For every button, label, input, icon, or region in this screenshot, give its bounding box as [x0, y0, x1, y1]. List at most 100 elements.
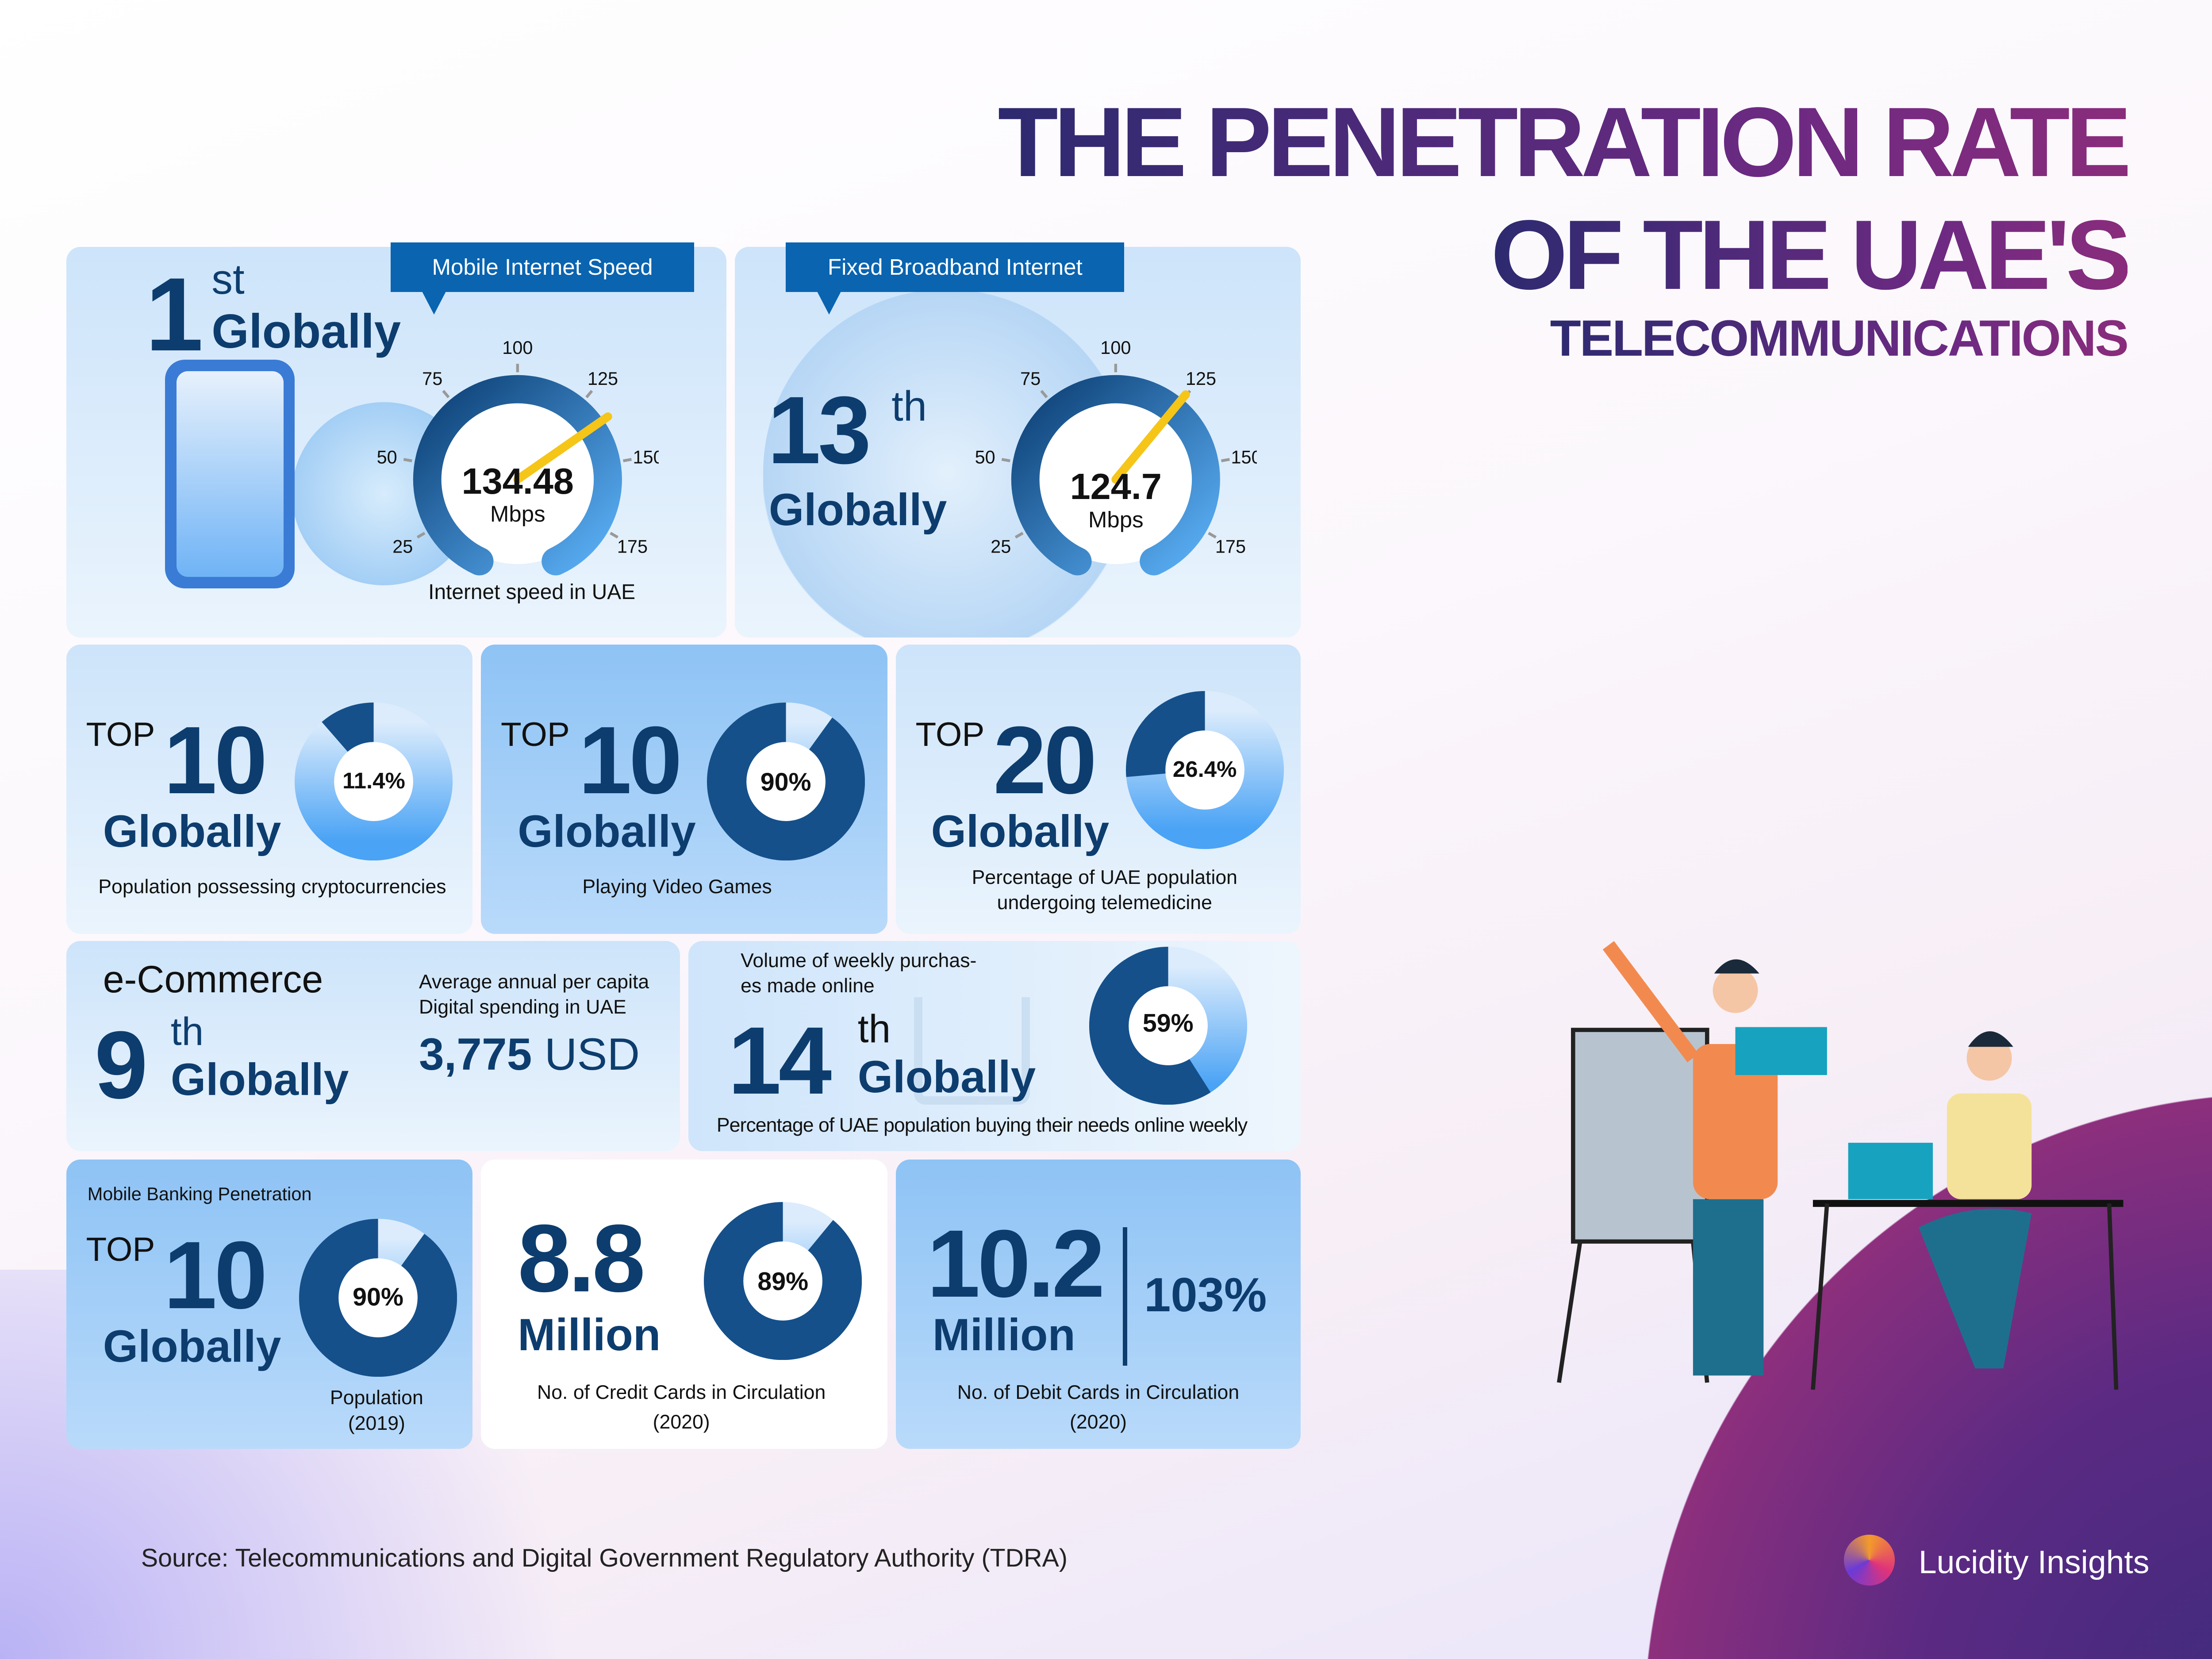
cart-icon	[914, 997, 1030, 1105]
speed-value: 134.48	[461, 460, 574, 502]
globally-label: Globally	[931, 806, 1110, 856]
card-crypto: TOP 10 Globally 11.4% Population possess…	[66, 645, 473, 934]
gauge-tick-label: 100	[1101, 337, 1131, 358]
rank-number: 1	[145, 256, 204, 373]
donut-label: 90%	[353, 1283, 403, 1311]
donut-chart	[1125, 691, 1284, 849]
spend-unit: USD	[544, 1029, 640, 1079]
donut-chart	[1089, 946, 1247, 1105]
donut-chart	[295, 703, 453, 861]
rank-number: 9	[94, 1011, 148, 1118]
globally-label: Globally	[170, 1054, 349, 1105]
caption: Population possessing cryptocurrencies	[98, 876, 446, 898]
globally-label: Globally	[103, 1321, 281, 1371]
donut-label: 26.4%	[1172, 757, 1237, 782]
gauge-needle	[1111, 390, 1190, 484]
gauge-tick-label: 175	[617, 536, 648, 557]
caption: Playing Video Games	[582, 876, 772, 898]
caption-line: (2020)	[653, 1411, 710, 1433]
caption: No. of Debit Cards in Circulation (2020)	[896, 1378, 1301, 1437]
caption: Percentage of UAE population buying thei…	[716, 1114, 1248, 1137]
donut-hole	[1165, 730, 1244, 810]
weekly-label: Volume of weekly purchas- es made online	[741, 948, 976, 999]
caption-line: Population	[330, 1387, 423, 1409]
donut-segment	[707, 703, 865, 861]
debit-percent: 103%	[1144, 1267, 1267, 1321]
gauge-tick-label: 75	[422, 368, 443, 389]
ecommerce-label: e-Commerce	[103, 958, 323, 1001]
donut-segment	[295, 703, 453, 861]
globally-label: Globally	[857, 1051, 1036, 1102]
gauge-tick-label: 125	[1186, 368, 1216, 389]
gauge-tick-label: 175	[1215, 536, 1246, 557]
donut-hole	[1129, 986, 1208, 1065]
top-label: TOP	[86, 715, 155, 753]
gauge-tick-label: 75	[1021, 368, 1041, 389]
donut-segment	[1125, 691, 1284, 849]
lucidity-logo-icon	[1843, 1535, 1895, 1586]
donut-hole	[743, 1241, 823, 1321]
donut-chart	[299, 1219, 457, 1377]
speed-unit: Mbps	[490, 501, 545, 526]
gauge-tick	[1221, 458, 1230, 463]
spend-amount: 3,775 USD	[419, 1029, 640, 1080]
donut-segment	[1089, 946, 1247, 1105]
title-line-3: TELECOMMUNICATIONS	[1550, 310, 2129, 367]
divider	[1123, 1227, 1127, 1366]
donut-chart	[707, 703, 865, 861]
rank-suffix: th	[891, 383, 927, 430]
caption-line: No. of Debit Cards in Circulation	[957, 1382, 1240, 1404]
rank-number: 10	[163, 707, 268, 814]
rank-number: 14	[728, 1007, 832, 1114]
card-debit-cards: 10.2 Million 103% No. of Debit Cards in …	[895, 1160, 1301, 1449]
donut-hole	[338, 1258, 418, 1337]
speed-gauge: 25 50 75 100 125 150 175	[377, 337, 659, 576]
debit-unit: Million	[932, 1310, 1075, 1360]
phone-icon	[165, 360, 295, 588]
spend-label-line: Digital spending in UAE	[419, 996, 626, 1018]
gauge-tick-label: 150	[1231, 447, 1257, 468]
rank-number: 10	[163, 1221, 268, 1329]
gauge-tick-label: 100	[503, 337, 533, 358]
speed-value: 124.7	[1070, 466, 1162, 507]
gauge-tick-label: 25	[393, 536, 413, 557]
rank-suffix: st	[211, 256, 245, 303]
caption: Percentage of UAE population undergoing …	[896, 865, 1301, 916]
card-telemedicine: TOP 20 Globally 26.4% Percentage of UAE …	[895, 645, 1301, 934]
donut-chart	[704, 1202, 862, 1360]
banking-label: Mobile Banking Penetration	[87, 1183, 312, 1205]
gauge-tick	[442, 390, 450, 399]
credit-unit: Million	[518, 1310, 661, 1360]
card-mobile-banking: Mobile Banking Penetration TOP 10 Global…	[66, 1160, 473, 1449]
globally-label: Globally	[211, 304, 401, 358]
donut-hole	[334, 742, 414, 821]
top-label: TOP	[86, 1230, 155, 1268]
weekly-label-line: es made online	[741, 975, 875, 997]
gauge-tick	[417, 532, 426, 539]
globally-label: Globally	[103, 806, 281, 856]
card-gaming: TOP 10 Globally 90% Playing Video Games	[481, 645, 887, 934]
donut-segment	[299, 1219, 457, 1377]
card-credit-cards: 8.8 Million 89% No. of Credit Cards in C…	[481, 1160, 887, 1449]
gauge-tick	[1002, 458, 1011, 463]
card-weekly-purchases: Volume of weekly purchas- es made online…	[688, 941, 1301, 1152]
rank-number: 20	[993, 707, 1097, 814]
donut-segment	[704, 1202, 862, 1360]
gauge-tick-label: 150	[633, 447, 659, 468]
caption-line: Percentage of UAE population	[972, 866, 1237, 888]
caption-line: (2020)	[1069, 1411, 1127, 1433]
gauge-arc	[413, 375, 622, 576]
donut-label: 89%	[757, 1267, 809, 1296]
debit-value: 10.2	[927, 1210, 1105, 1317]
spend-label-line: Average annual per capita	[419, 971, 649, 993]
credit-value: 8.8	[518, 1204, 645, 1312]
spend-label: Average annual per capita Digital spendi…	[419, 969, 649, 1020]
tab-mobile-internet-speed: Mobile Internet Speed	[391, 242, 694, 315]
speed-caption: Internet speed in UAE	[428, 580, 636, 604]
gauge-tick	[623, 458, 632, 463]
weekly-label-line: Volume of weekly purchas-	[741, 949, 977, 972]
gauge-tick-label: 125	[588, 368, 618, 389]
brand-name: Lucidity Insights	[1918, 1544, 2150, 1580]
gauge-tick	[585, 390, 593, 399]
